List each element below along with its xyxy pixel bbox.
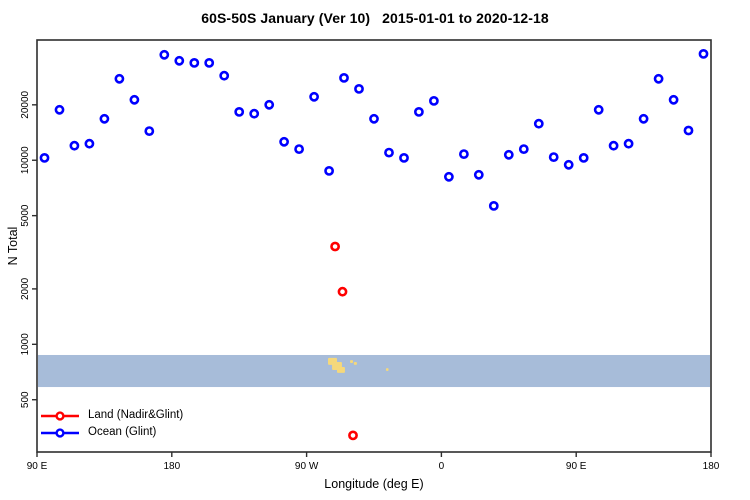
- ocean-point: [384, 147, 394, 158]
- ocean-point: [84, 138, 95, 149]
- ocean-point: [129, 94, 140, 105]
- x-tick-label: 90 E: [27, 461, 48, 472]
- ocean-point: [339, 73, 349, 83]
- y-tick-label: 5000: [20, 204, 31, 227]
- ocean-point: [428, 96, 439, 106]
- ocean-point: [234, 107, 245, 117]
- ocean-point: [683, 125, 694, 136]
- ocean-point: [189, 58, 200, 68]
- x-tick-label: 180: [163, 461, 180, 472]
- ocean-point: [219, 70, 230, 81]
- ocean-point: [309, 91, 319, 102]
- ocean-point: [114, 73, 125, 84]
- land-marker-icon: [41, 410, 79, 421]
- ocean-point: [69, 140, 80, 151]
- ocean-point: [593, 104, 604, 115]
- ocean-point: [533, 118, 544, 129]
- ocean-point: [369, 113, 379, 124]
- ocean-point: [279, 136, 289, 147]
- ocean-point: [413, 107, 424, 117]
- ocean-marker-icon: [41, 427, 79, 438]
- ocean-point: [563, 159, 574, 170]
- ocean-point: [668, 94, 679, 105]
- ocean-point: [249, 108, 260, 119]
- legend-item-ocean: Ocean (Glint): [40, 425, 183, 440]
- y-tick-label: 500: [20, 391, 31, 408]
- ocean-point: [99, 113, 110, 124]
- ocean-point: [638, 113, 649, 124]
- ocean-point: [294, 144, 304, 154]
- ocean-point: [518, 144, 529, 154]
- y-tick-label: 2000: [20, 277, 31, 300]
- land-point: [330, 241, 340, 252]
- ocean-point: [488, 200, 499, 211]
- ocean-point: [54, 104, 65, 115]
- ocean-point: [698, 49, 709, 59]
- y-axis-label: N Total: [6, 226, 20, 266]
- ocean-point: [503, 149, 514, 160]
- ocean-point: [144, 126, 155, 137]
- ocean-point: [608, 140, 619, 151]
- ocean-point: [324, 165, 334, 176]
- y-tick-label: 20000: [20, 90, 31, 118]
- ocean-point: [354, 84, 364, 94]
- legend: Land (Nadir&Glint) Ocean (Glint): [40, 408, 183, 440]
- ocean-point: [458, 149, 469, 159]
- map-strip-land-patch: [385, 368, 389, 372]
- map-strip-land-patch: [337, 367, 345, 373]
- plot-frame: [36, 39, 712, 453]
- ocean-point: [623, 138, 634, 149]
- ocean-point: [399, 152, 409, 163]
- land-point: [348, 430, 358, 441]
- ocean-point: [204, 58, 215, 68]
- land-point: [337, 286, 348, 297]
- ocean-point: [548, 152, 559, 162]
- x-tick-label: 0: [439, 461, 445, 472]
- map-strip-land-patch: [353, 362, 357, 365]
- x-tick-label: 180: [703, 461, 720, 472]
- x-tick-label: 90 E: [566, 461, 587, 472]
- chart-title: 60S-50S January (Ver 10) 2015-01-01 to 2…: [201, 10, 549, 26]
- legend-item-land: Land (Nadir&Glint): [40, 408, 183, 423]
- map-strip-ocean: [38, 354, 710, 388]
- x-axis-label: Longitude (deg E): [324, 477, 424, 491]
- legend-label-ocean: Ocean (Glint): [88, 426, 157, 438]
- ocean-point: [653, 73, 664, 84]
- ocean-point: [578, 152, 589, 163]
- ocean-point: [473, 169, 484, 180]
- ocean-point: [264, 99, 275, 110]
- legend-label-land: Land (Nadir&Glint): [88, 409, 184, 421]
- map-strip-land-patch: [350, 360, 354, 363]
- y-tick-label: 10000: [20, 146, 31, 174]
- y-tick-label: 1000: [20, 333, 31, 356]
- ocean-point: [174, 55, 185, 66]
- ocean-point: [159, 49, 170, 60]
- ocean-point: [443, 171, 454, 182]
- ocean-point: [39, 152, 50, 163]
- x-tick-label: 90 W: [295, 461, 319, 472]
